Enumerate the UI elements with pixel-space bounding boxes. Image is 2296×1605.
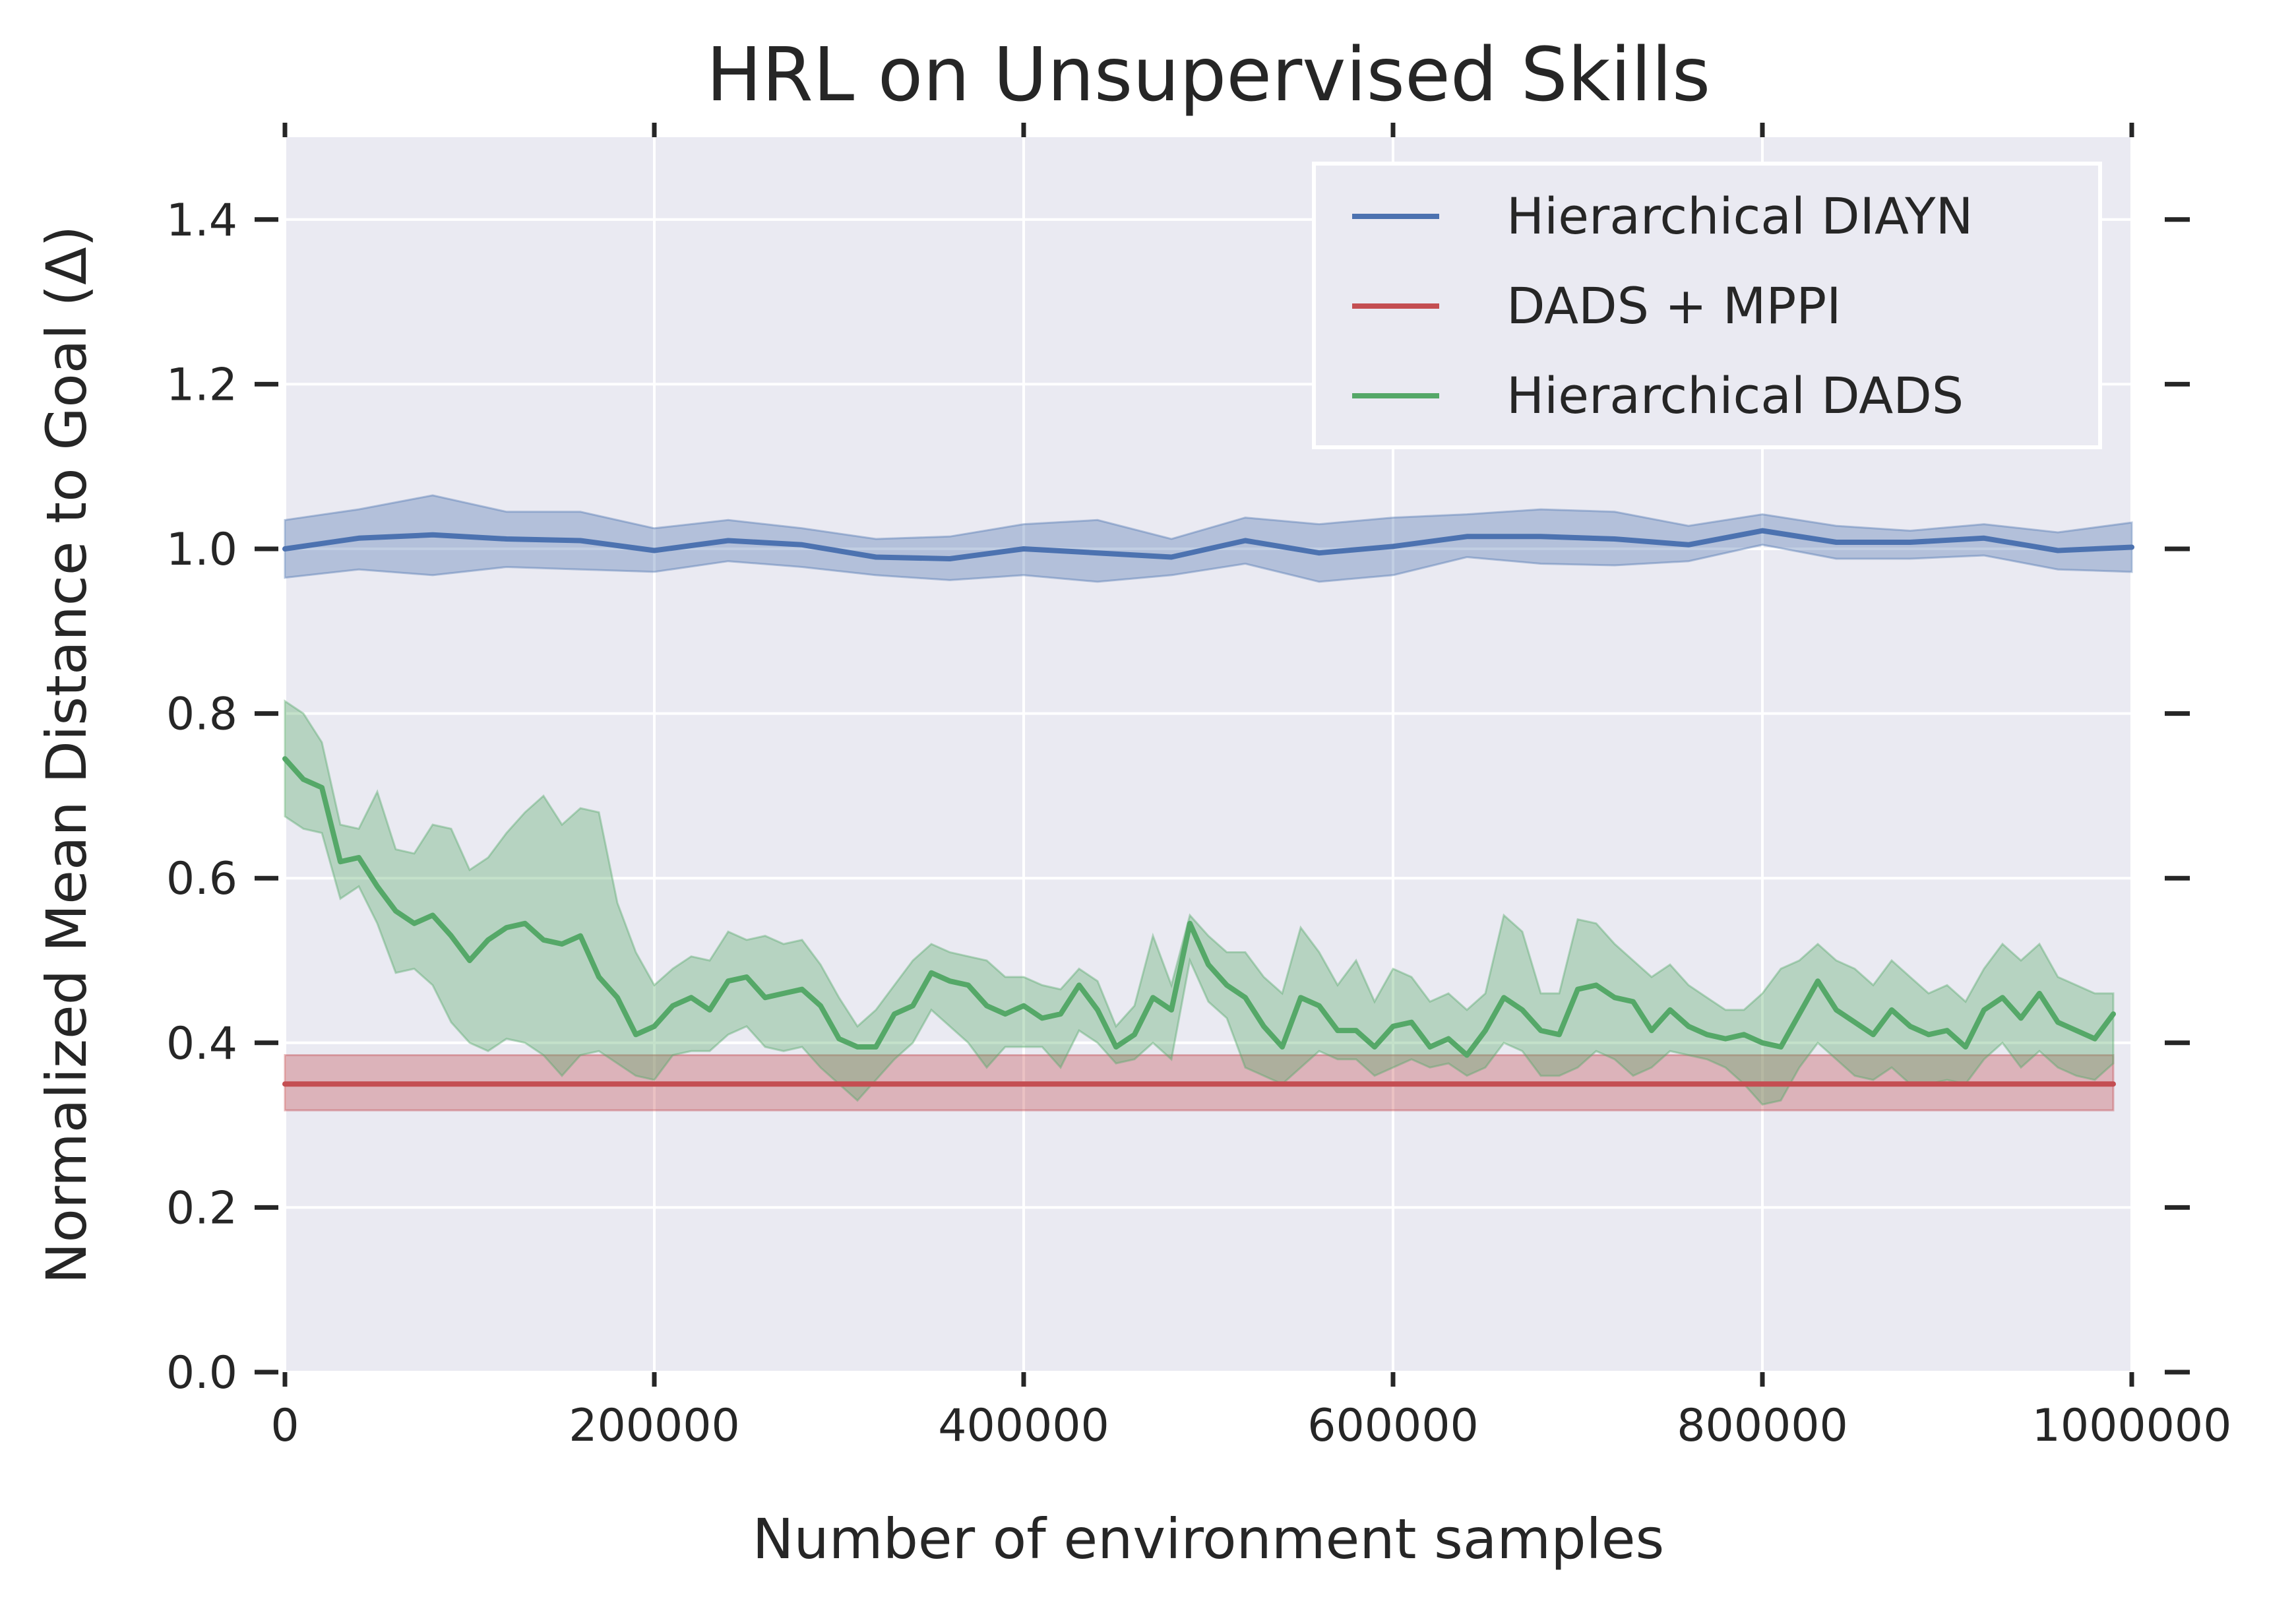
- x-axis-label: Number of environment samples: [753, 1507, 1665, 1571]
- legend-label-hierarchical-dads: Hierarchical DADS: [1506, 366, 1964, 425]
- legend-label-dads-mppi: DADS + MPPI: [1506, 276, 1842, 335]
- x-tick-label: 600000: [1307, 1400, 1479, 1452]
- grid: [284, 137, 2133, 1373]
- legend-label-hierarchical-diayn: Hierarchical DIAYN: [1506, 187, 1973, 245]
- y-tick-label: 0.4: [166, 1018, 237, 1070]
- legend-box: [1312, 162, 2102, 449]
- ticks: 0 200000 400000 600000 800000 1000000 0.0 0.2 0.…: [166, 123, 2232, 1452]
- band-hierarchical-diayn: [284, 494, 2133, 583]
- band-hierarchical-dads: [284, 699, 2115, 1106]
- chart-title: HRL on Unsupervised Skills: [706, 32, 1711, 118]
- x-tick-label: 800000: [1677, 1400, 1848, 1452]
- y-tick-label: 0.0: [166, 1347, 237, 1399]
- y-tick-label: 1.2: [166, 359, 237, 411]
- x-tick-label: 1000000: [2032, 1400, 2232, 1452]
- y-axis-label: Normalized Mean Distance to Goal (Δ): [34, 226, 99, 1284]
- y-tick-label: 1.0: [166, 524, 237, 576]
- x-tick-label: 400000: [938, 1400, 1109, 1452]
- legend: Hierarchical DIAYN DADS + MPPI Hierarchica…: [1312, 162, 2102, 449]
- y-tick-label: 0.2: [166, 1182, 237, 1234]
- y-tick-label: 0.8: [166, 689, 237, 741]
- line-hierarchical-diayn: [282, 528, 2134, 561]
- y-tick-label: 1.4: [166, 195, 237, 247]
- series-lines: [282, 528, 2134, 1087]
- y-tick-label: 0.6: [166, 853, 237, 905]
- x-tick-label: 0: [270, 1400, 299, 1452]
- x-tick-label: 200000: [569, 1400, 740, 1452]
- confidence-bands: [284, 494, 2133, 1112]
- line-hierarchical-dads: [282, 756, 2116, 1058]
